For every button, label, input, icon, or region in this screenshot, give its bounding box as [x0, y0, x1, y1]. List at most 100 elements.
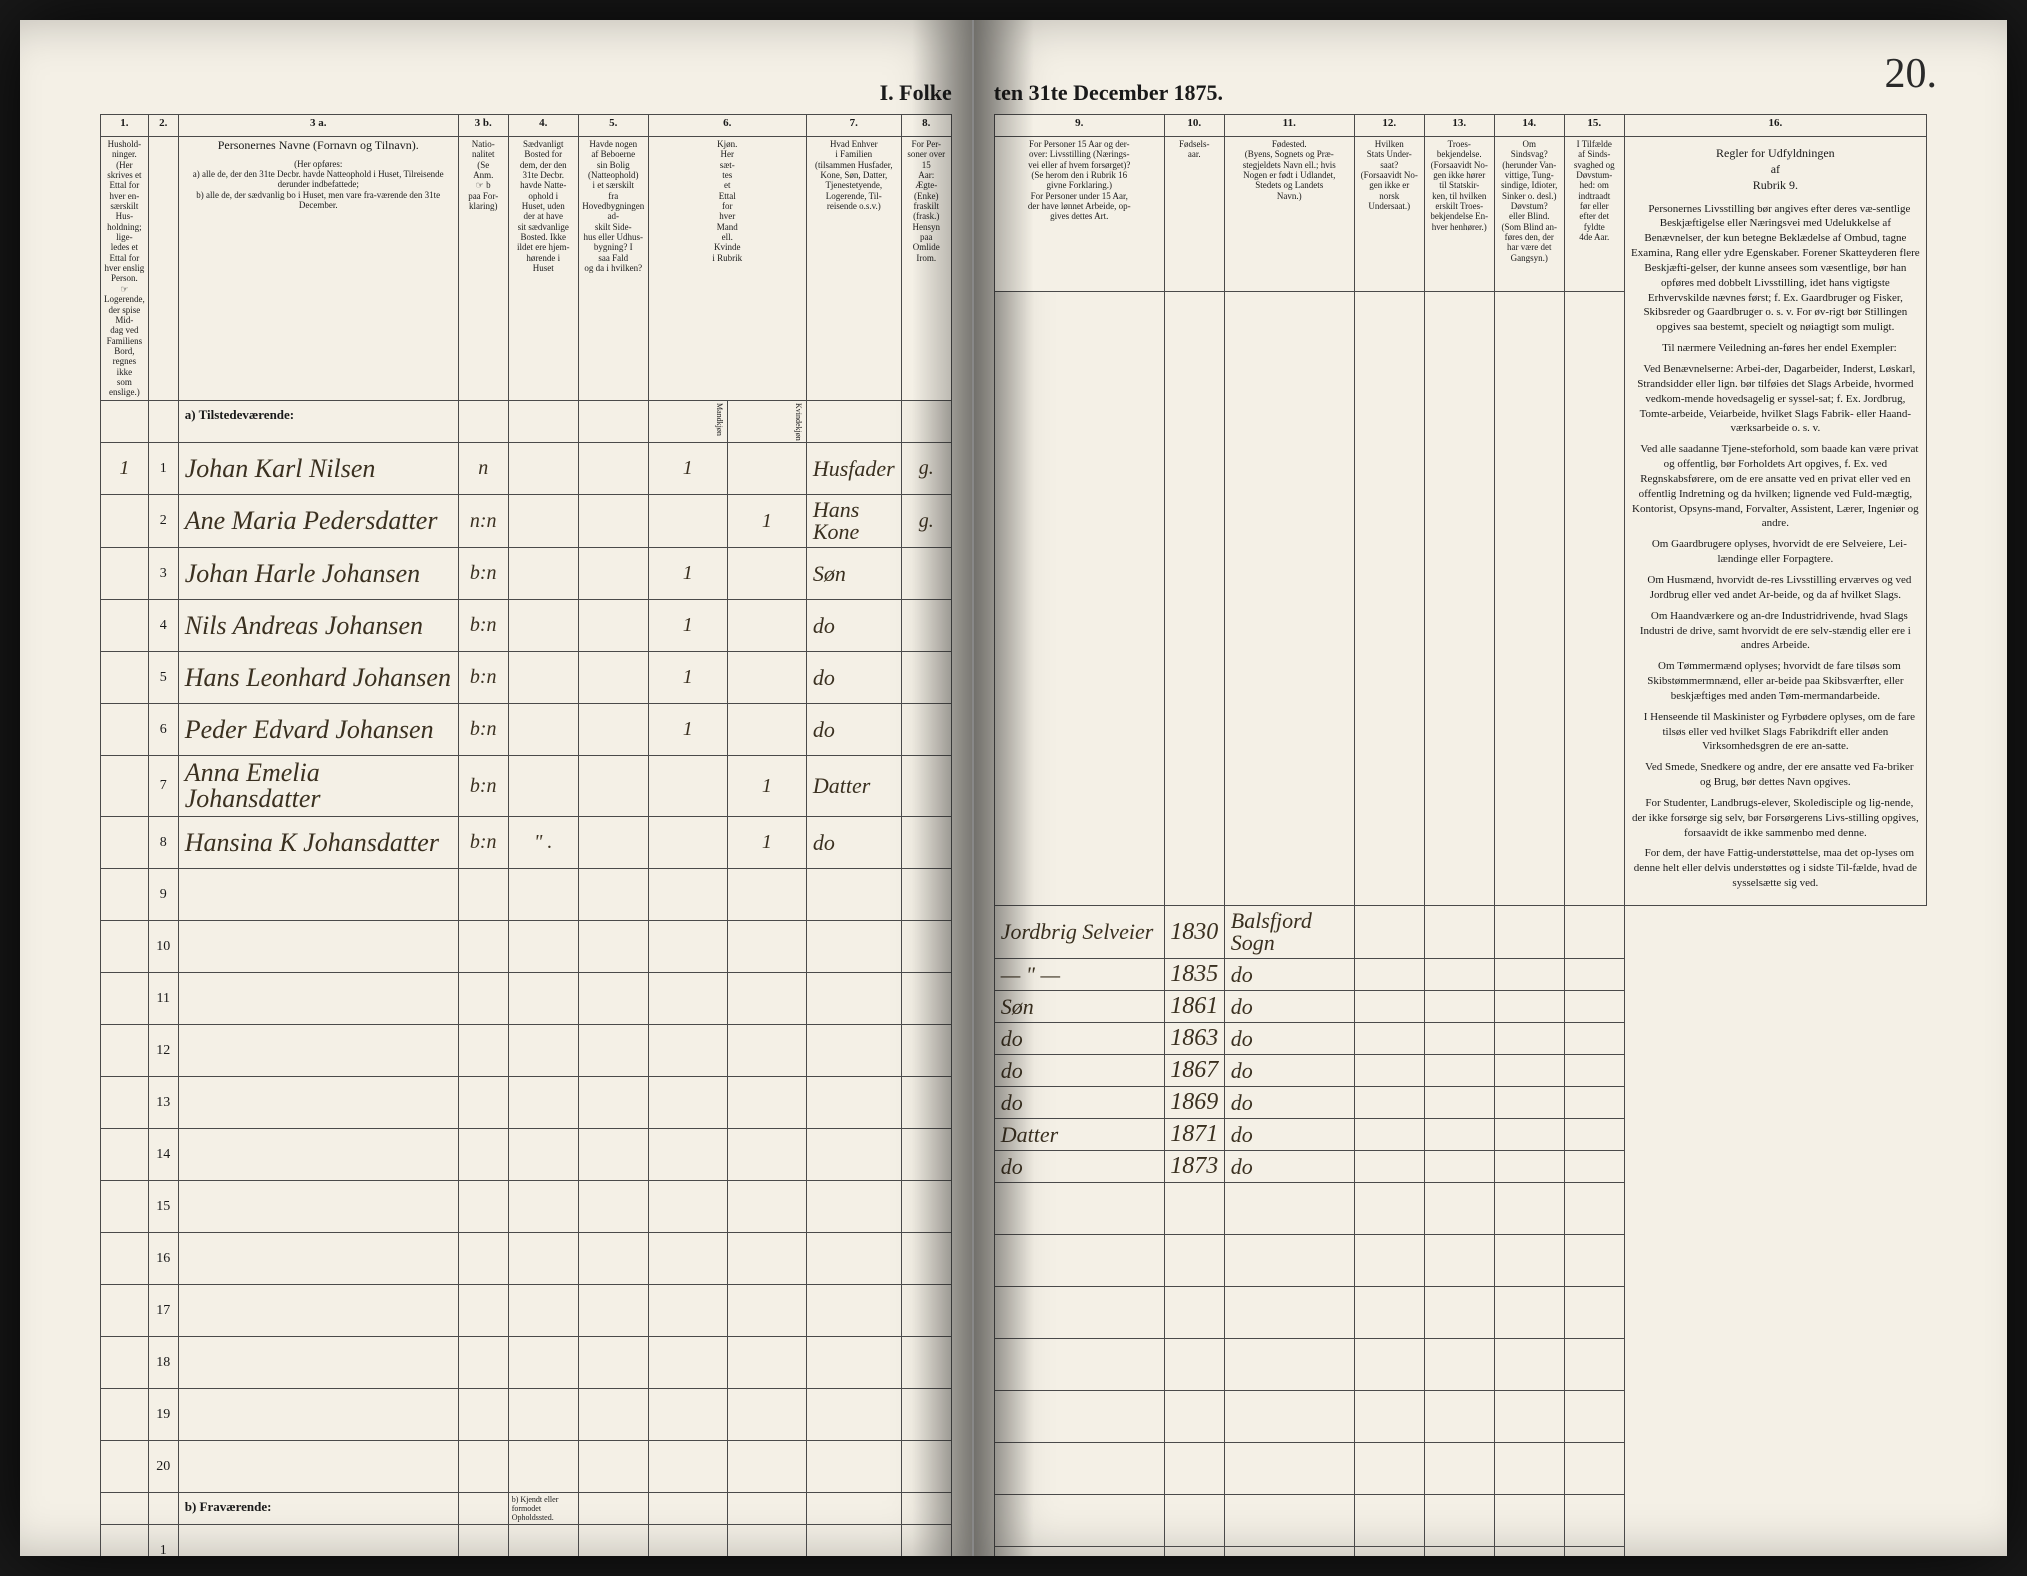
h14: Om Sindsvag? (herunder Van- vittige, Tun… — [1494, 137, 1564, 292]
data-row: 7 Anna Emelia Johansdatter b:n 1 Datter — [101, 756, 952, 817]
c15 — [1564, 1023, 1624, 1055]
birthplace: do — [1224, 991, 1354, 1023]
person-name: Nils Andreas Johansen — [178, 600, 458, 652]
h8: For Per- soner over 15 Aar: Ægte- (Enke)… — [901, 137, 951, 401]
empty-row: 12 — [101, 1025, 952, 1077]
person-name: Hans Leonhard Johansen — [178, 652, 458, 704]
c12 — [1354, 1151, 1424, 1183]
c4 — [508, 652, 578, 704]
c12 — [1354, 991, 1424, 1023]
left-table: 1. 2. 3 a. 3 b. 4. 5. 6. 7. 8. Hushold- … — [100, 114, 952, 1556]
household-num: 1 — [101, 443, 149, 495]
empty-row: 19 — [101, 1389, 952, 1441]
c14 — [1494, 991, 1564, 1023]
row-num: 18 — [148, 1337, 178, 1389]
occupation: do — [994, 1055, 1164, 1087]
empty-row: 16 — [101, 1233, 952, 1285]
title-left: I. Folke — [100, 80, 952, 114]
col-4: 4. — [508, 115, 578, 137]
c5 — [578, 443, 648, 495]
row-num: 19 — [148, 1389, 178, 1441]
col-14: 14. — [1494, 115, 1564, 137]
c4 — [508, 704, 578, 756]
empty-row — [994, 1287, 1926, 1339]
col-16: 16. — [1624, 115, 1926, 137]
person-name: Hansina K Johansdatter — [178, 817, 458, 869]
left-page: I. Folke 1. 2. 3 a. 3 b. 4. 5. 6. 7. 8. … — [20, 20, 974, 1556]
occupation: do — [994, 1087, 1164, 1119]
c13 — [1424, 959, 1494, 991]
col-6: 6. — [648, 115, 806, 137]
female: 1 — [727, 817, 806, 869]
birthplace: do — [1224, 1151, 1354, 1183]
right-table: 9. 10. 11. 12. 13. 14. 15. 16. For Perso… — [994, 114, 1927, 1556]
title-right: ten 31te December 1875. — [994, 80, 1927, 114]
h11: Fødested. (Byens, Sognets og Præ- stegje… — [1224, 137, 1354, 292]
c14 — [1494, 1055, 1564, 1087]
row-num: 1 — [148, 443, 178, 495]
col-8: 8. — [901, 115, 951, 137]
c5 — [578, 600, 648, 652]
female — [727, 443, 806, 495]
col-7: 7. — [806, 115, 901, 137]
empty-row: 11 — [101, 973, 952, 1025]
row-num: 8 — [148, 817, 178, 869]
h10: Fødsels- aar. — [1164, 137, 1224, 292]
occupation: — " — — [994, 959, 1164, 991]
c15 — [1564, 991, 1624, 1023]
c5 — [578, 817, 648, 869]
h2 — [148, 137, 178, 401]
col-11: 11. — [1224, 115, 1354, 137]
occupation: do — [994, 1151, 1164, 1183]
empty-row — [994, 1495, 1926, 1547]
household-num — [101, 817, 149, 869]
census-book: I. Folke 1. 2. 3 a. 3 b. 4. 5. 6. 7. 8. … — [20, 20, 2007, 1556]
male: 1 — [648, 652, 727, 704]
empty-row: 13 — [101, 1077, 952, 1129]
h12: Hvilken Stats Under- saat? (Forsaavidt N… — [1354, 137, 1424, 292]
nationality: b:n — [458, 600, 508, 652]
data-row: 3 Johan Harle Johansen b:n 1 Søn — [101, 548, 952, 600]
c5 — [578, 652, 648, 704]
data-row: Søn 1861 do — [994, 991, 1926, 1023]
birth-year: 1835 — [1164, 959, 1224, 991]
male: 1 — [648, 443, 727, 495]
section-a-label: a) Tilstedeværende: — [178, 400, 458, 443]
female: 1 — [727, 756, 806, 817]
empty-row — [994, 1235, 1926, 1287]
col-9: 9. — [994, 115, 1164, 137]
empty-row: 10 — [101, 921, 952, 973]
empty-row: 9 — [101, 869, 952, 921]
male — [648, 817, 727, 869]
empty-row — [994, 1547, 1926, 1557]
relation: do — [806, 652, 901, 704]
nationality: b:n — [458, 652, 508, 704]
c15 — [1564, 959, 1624, 991]
relation: Datter — [806, 756, 901, 817]
empty-row: 17 — [101, 1285, 952, 1337]
col-2: 2. — [148, 115, 178, 137]
col-3a: 3 a. — [178, 115, 458, 137]
data-row: Datter 1871 do — [994, 1119, 1926, 1151]
c12 — [1354, 1023, 1424, 1055]
female — [727, 548, 806, 600]
birthplace: do — [1224, 1087, 1354, 1119]
c13 — [1424, 991, 1494, 1023]
row-num: 4 — [148, 600, 178, 652]
household-num — [101, 495, 149, 548]
nationality: b:n — [458, 704, 508, 756]
occupation: Datter — [994, 1119, 1164, 1151]
c4 — [508, 548, 578, 600]
c12 — [1354, 1119, 1424, 1151]
person-name: Johan Karl Nilsen — [178, 443, 458, 495]
birth-year: 1867 — [1164, 1055, 1224, 1087]
col-13: 13. — [1424, 115, 1494, 137]
h6: Kjøn. Her sæt- tes et Ettal for hver Man… — [648, 137, 806, 401]
data-row: — " — 1835 do — [994, 959, 1926, 991]
row-num: 6 — [148, 704, 178, 756]
marital: g. — [901, 443, 951, 495]
column-number-row-right: 9. 10. 11. 12. 13. 14. 15. 16. — [994, 115, 1926, 137]
empty-row: 15 — [101, 1181, 952, 1233]
c5 — [578, 495, 648, 548]
marital — [901, 756, 951, 817]
